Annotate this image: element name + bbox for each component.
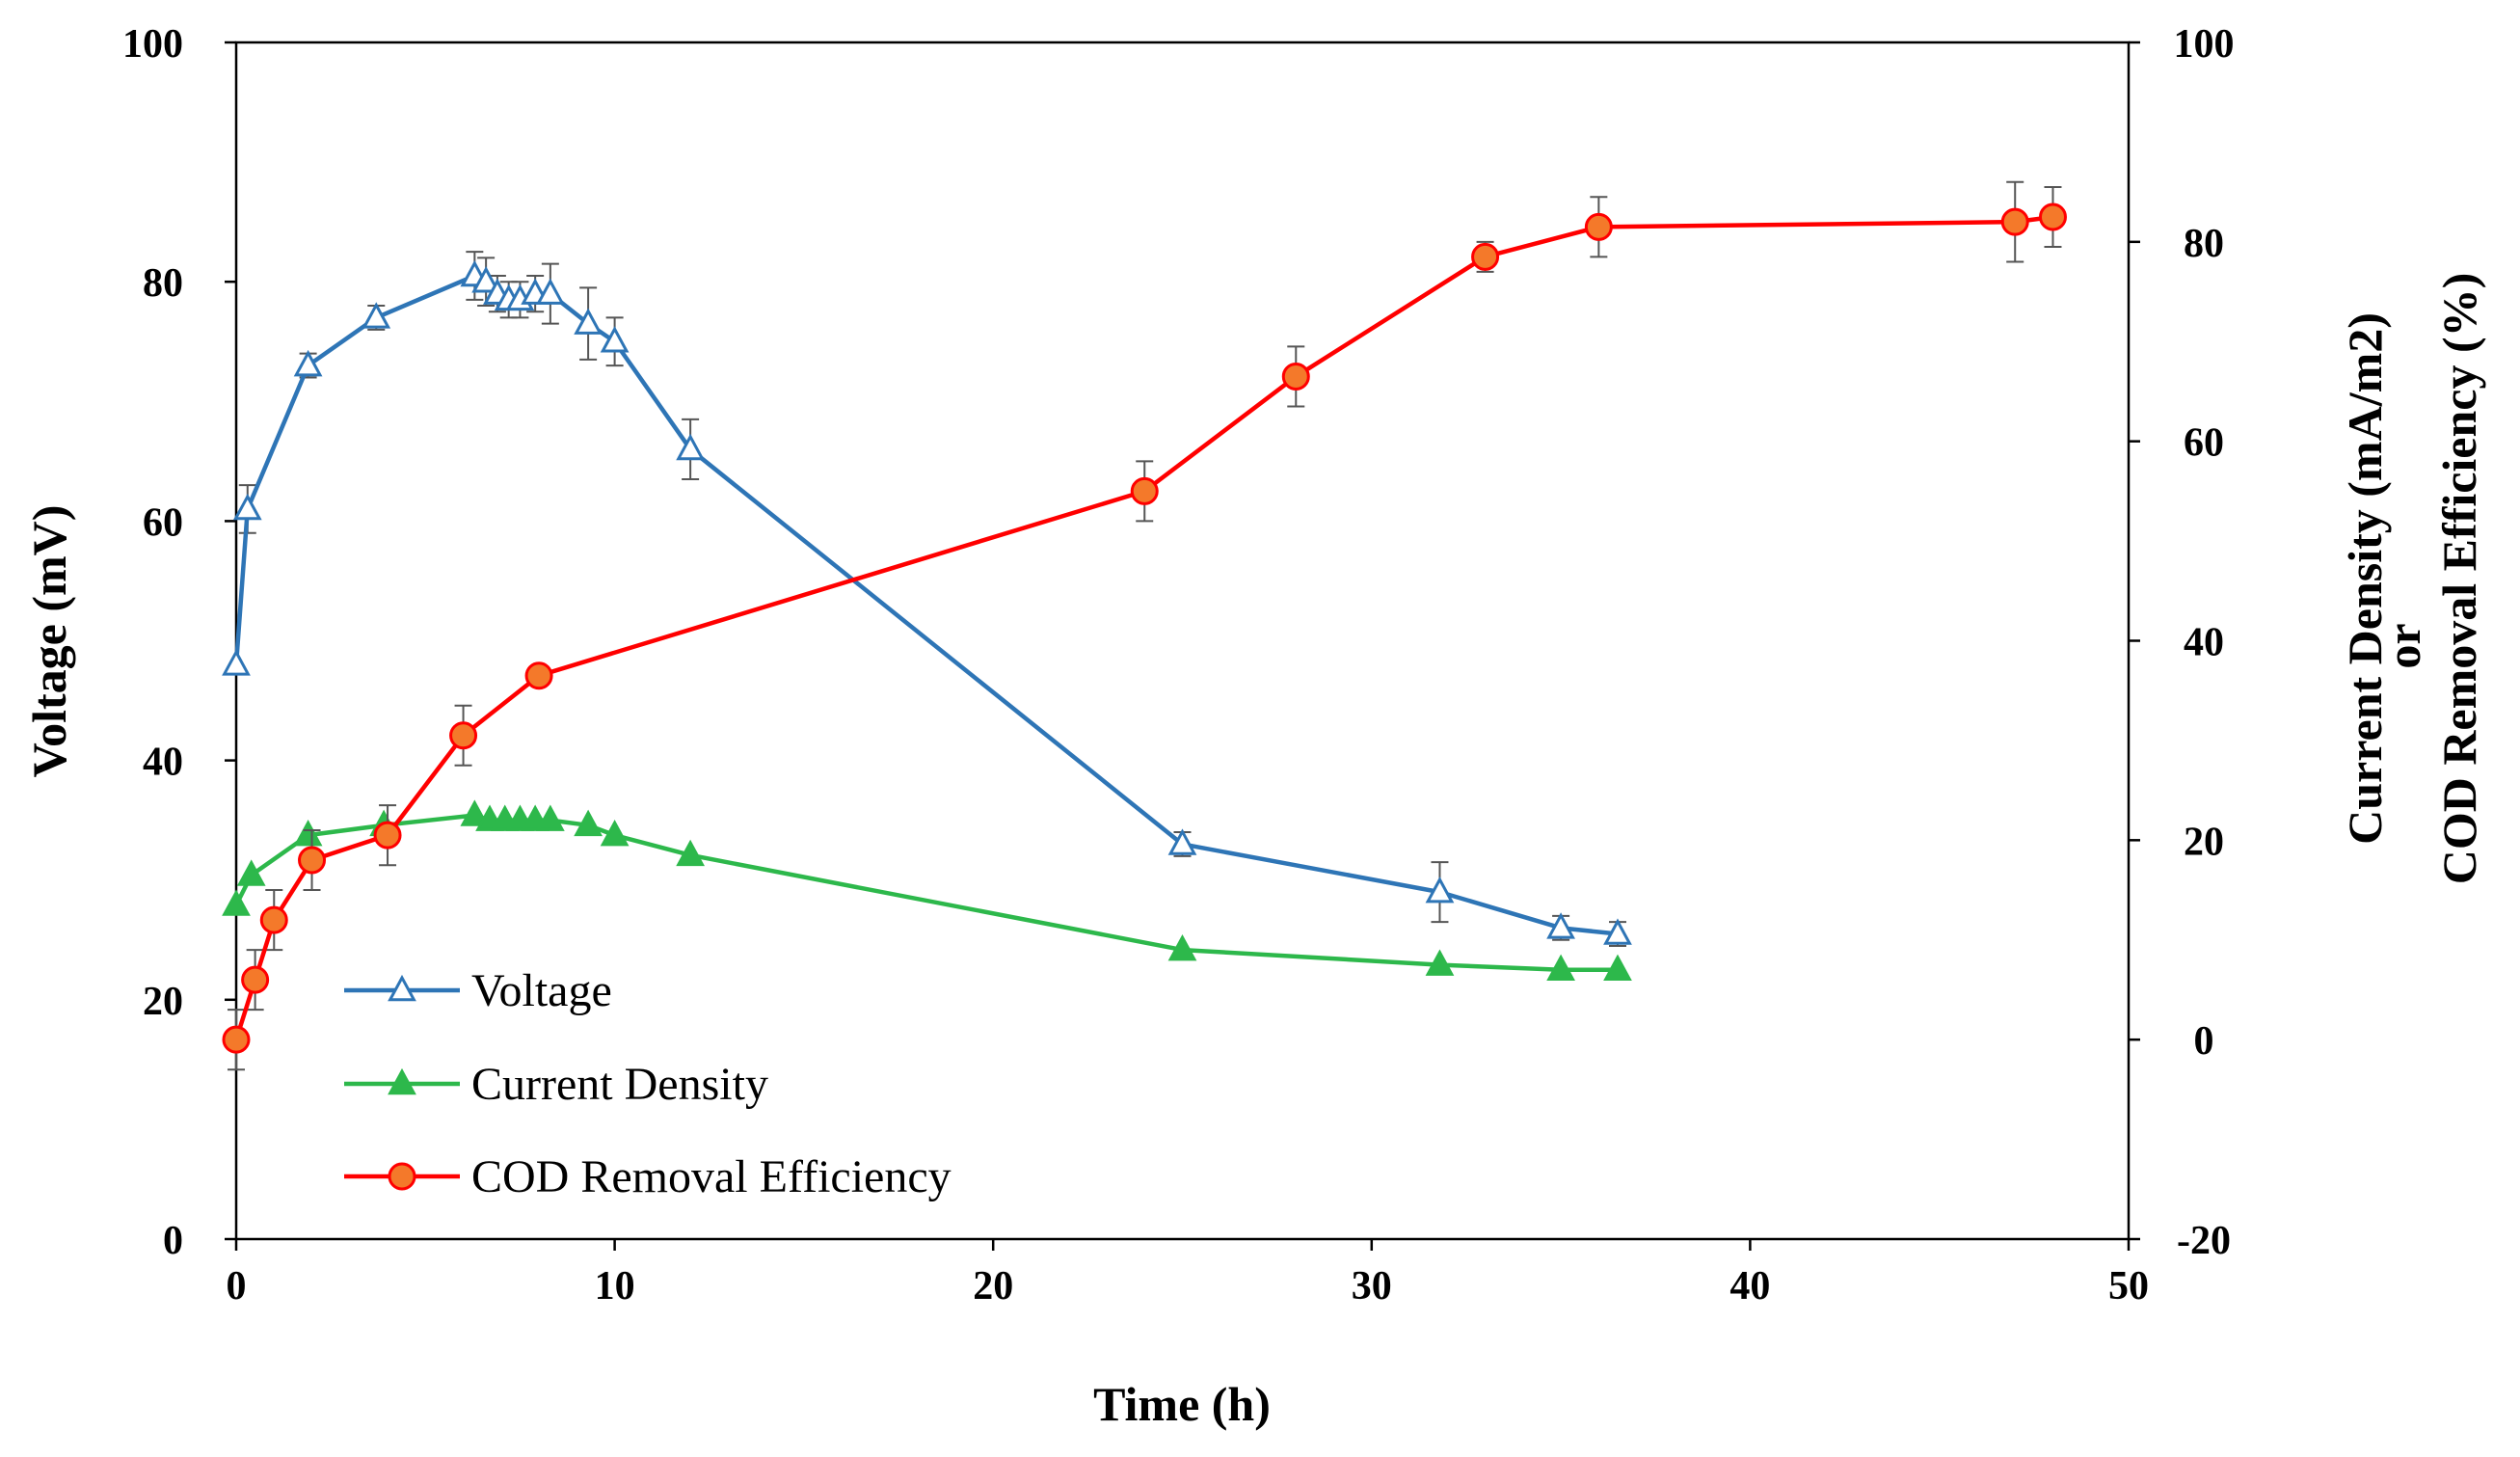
data-point — [259, 905, 288, 934]
data-point — [293, 820, 323, 847]
data-point — [1584, 212, 1613, 241]
series-current-density — [222, 799, 1632, 982]
legend-marker — [388, 1067, 416, 1095]
data-point — [298, 846, 327, 875]
data-point — [600, 326, 630, 353]
data-point — [600, 820, 630, 847]
data-point — [524, 661, 553, 690]
y-right-tick-label: 60 — [2184, 421, 2224, 466]
data-point — [222, 889, 251, 916]
y-right-tick-label: 80 — [2184, 222, 2224, 266]
y-right-axis-title-line3: COD Removal Efficiency (%) — [2432, 273, 2486, 885]
labels-layer: Time (h) Voltage (mV) Current Density (m… — [22, 273, 2486, 1431]
y-right-tick-label: 100 — [2174, 22, 2235, 67]
legend: Voltage Current Density COD Removal Effici… — [344, 965, 952, 1202]
legend-item: Voltage — [344, 965, 612, 1016]
data-point — [1603, 954, 1632, 982]
data-point — [1546, 912, 1575, 939]
series-line — [233, 813, 1618, 973]
y-left-tick-label: 60 — [143, 500, 183, 545]
y-left-tick-label: 0 — [163, 1219, 183, 1263]
data-point — [676, 839, 705, 867]
y-left-tick-label: 20 — [143, 980, 183, 1024]
y-right-tick-label: 0 — [2194, 1019, 2214, 1064]
legend-marker — [388, 1162, 416, 1191]
data-point — [1425, 949, 1455, 976]
data-point — [362, 302, 391, 329]
data-point — [471, 266, 500, 293]
data-point — [293, 349, 323, 377]
y-left-tick-label: 40 — [143, 741, 183, 785]
y-right-axis-title-line1: Current Density (mA/m2) — [2338, 312, 2392, 845]
data-point — [535, 278, 565, 305]
series-layer — [222, 180, 2067, 1071]
data-point — [373, 821, 402, 850]
axes-layer: 0 10 20 30 40 50 0 20 40 60 80 100 -20 0 20 40 60 80 100 — [122, 22, 2235, 1309]
legend-item: COD Removal Efficiency — [344, 1151, 952, 1202]
data-point — [1546, 954, 1575, 982]
y-right-tick-label: -20 — [2177, 1219, 2231, 1263]
series-line — [233, 214, 2053, 1040]
data-point — [232, 493, 262, 521]
y-right-tick-label: 40 — [2184, 621, 2224, 665]
series-voltage — [222, 251, 1632, 947]
x-axis-title: Time (h) — [1093, 1377, 1271, 1431]
series-line — [233, 273, 1619, 936]
data-point — [1471, 242, 1500, 271]
y-left-axis-title: Voltage (mV) — [22, 505, 76, 778]
data-point — [241, 965, 270, 994]
x-tick-label: 40 — [1729, 1264, 1770, 1309]
legend-marker — [388, 974, 416, 1002]
data-point — [460, 799, 490, 826]
x-tick-label: 50 — [2108, 1264, 2149, 1309]
data-point — [535, 804, 565, 831]
legend-label: Voltage — [471, 965, 612, 1016]
data-point — [1167, 828, 1197, 855]
x-tick-label: 0 — [227, 1264, 247, 1309]
y-left-tick-label: 100 — [122, 22, 183, 67]
legend-item: Current Density — [344, 1059, 768, 1110]
data-point — [574, 809, 603, 837]
data-point — [676, 433, 705, 461]
data-point — [1130, 476, 1159, 505]
y-left-tick-label: 80 — [143, 261, 183, 306]
x-tick-label: 20 — [973, 1264, 1013, 1309]
x-tick-label: 30 — [1352, 1264, 1392, 1309]
data-point — [222, 1025, 251, 1054]
data-point — [574, 308, 603, 335]
data-point — [222, 649, 251, 676]
legend-label: COD Removal Efficiency — [471, 1151, 952, 1202]
data-point — [449, 721, 478, 750]
data-point — [1167, 933, 1197, 961]
data-point — [1425, 876, 1455, 904]
data-point — [2038, 202, 2067, 231]
data-point — [236, 859, 266, 886]
x-tick-label: 10 — [595, 1264, 635, 1309]
legend-label: Current Density — [471, 1059, 768, 1110]
series-cod-removal-efficiency — [222, 180, 2067, 1071]
data-point — [1603, 918, 1632, 945]
data-point — [1281, 362, 1310, 391]
y-right-tick-label: 20 — [2184, 820, 2224, 864]
y-right-axis-title-line2: or — [2376, 623, 2430, 668]
data-point — [2000, 207, 2029, 236]
